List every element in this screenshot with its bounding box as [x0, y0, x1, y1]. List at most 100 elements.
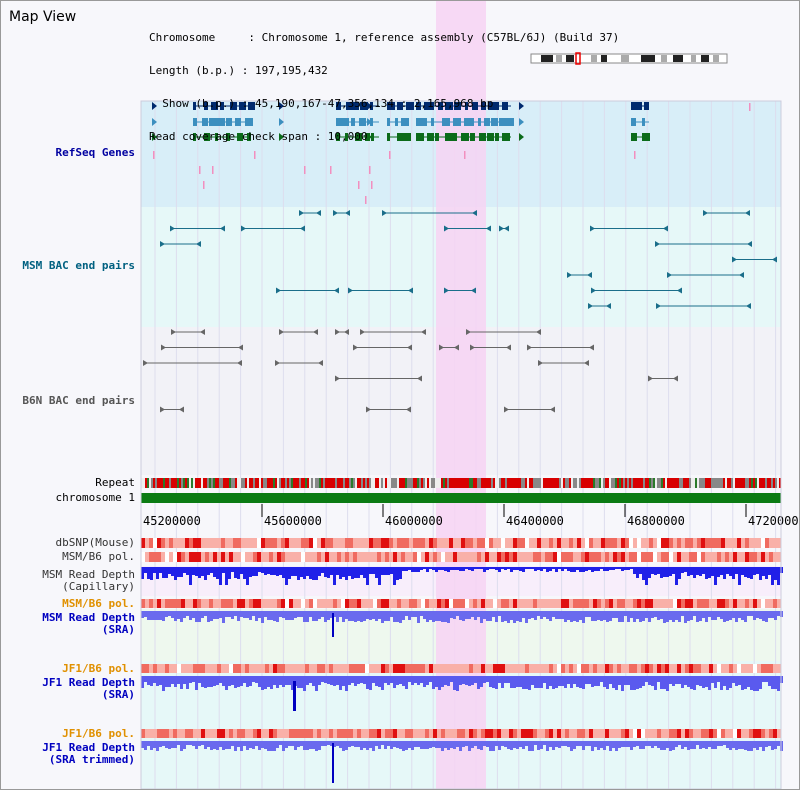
read-depth-bin — [378, 676, 381, 687]
repeat-segment — [553, 478, 555, 488]
polymorphism-bin — [629, 552, 633, 562]
track-label-b6n-bac[interactable]: B6N BAC end pairs — [22, 394, 135, 407]
repeat-segment — [199, 478, 201, 488]
polymorphism-bin — [737, 599, 741, 608]
repeat-segment — [475, 478, 477, 488]
polymorphism-bin — [777, 664, 781, 673]
polymorphism-bin — [193, 552, 197, 562]
polymorphism-bin — [633, 538, 637, 548]
repeat-segment — [221, 478, 223, 488]
repeat-segment — [449, 478, 451, 488]
repeat-segment — [407, 478, 409, 488]
msm-bac-pair-end — [588, 303, 593, 309]
read-depth-bin — [219, 567, 222, 585]
polymorphism-bin — [361, 729, 365, 738]
track-label-jf1-depth-trimmed[interactable]: JF1 Read Depth (SRA trimmed) — [42, 741, 135, 766]
repeat-segment — [345, 478, 347, 488]
read-depth-bin — [711, 567, 714, 576]
track-label-msm-pol[interactable]: MSM/B6 pol. — [62, 550, 135, 563]
polymorphism-bin — [257, 552, 261, 562]
track-label-repeat[interactable]: Repeat — [95, 476, 135, 489]
read-depth-bin — [447, 611, 450, 623]
polymorphism-bin — [317, 538, 321, 548]
polymorphism-bin — [157, 599, 161, 608]
read-depth-bin — [708, 611, 711, 617]
read-depth-bin — [330, 567, 333, 575]
read-depth-bin — [675, 741, 678, 747]
polymorphism-bin — [481, 729, 485, 738]
track-label-refseq[interactable]: RefSeq Genes — [55, 146, 135, 159]
polymorphism-bin — [589, 729, 593, 738]
polymorphism-bin — [369, 599, 373, 608]
repeat-segment — [359, 478, 361, 488]
polymorphism-bin — [201, 729, 205, 738]
repeat-segment — [709, 478, 711, 488]
track-label-jf1-pol-trimmed[interactable]: JF1/B6 pol. — [62, 727, 135, 740]
read-depth-bin — [726, 611, 729, 621]
polymorphism-bin — [261, 538, 265, 548]
polymorphism-bin — [241, 599, 245, 608]
polymorphism-bin — [409, 538, 413, 548]
read-depth-bin — [744, 676, 747, 689]
read-depth-bin — [351, 741, 354, 746]
polymorphism-bin — [765, 729, 769, 738]
polymorphism-bin — [613, 729, 617, 738]
read-depth-bin — [471, 611, 474, 617]
repeat-segment — [181, 478, 183, 488]
repeat-segment — [521, 478, 523, 488]
polymorphism-bin — [401, 599, 405, 608]
read-depth-bin — [177, 611, 180, 619]
read-depth-bin — [735, 741, 738, 750]
track-label-msm-depth-sra[interactable]: MSM Read Depth (SRA) — [42, 611, 135, 636]
read-depth-bin — [633, 676, 636, 690]
track-label-msm-bac[interactable]: MSM BAC end pairs — [22, 259, 135, 272]
repeat-segment — [653, 478, 655, 488]
repeat-segment — [565, 478, 567, 488]
read-depth-bin — [189, 676, 192, 683]
msm-bac-pair-end — [220, 225, 225, 232]
track-label-msm-depth-capillary[interactable]: MSM Read Depth (Capillary) — [42, 568, 135, 593]
polymorphism-bin — [341, 538, 345, 548]
gene-exon — [472, 102, 478, 110]
repeat-segment — [413, 478, 415, 488]
read-depth-bin — [702, 676, 705, 688]
refseq-tick — [369, 166, 371, 174]
read-depth-bin — [441, 611, 444, 622]
read-depth-bin — [768, 741, 771, 746]
read-depth-bin — [600, 676, 603, 682]
read-depth-bin — [750, 676, 753, 690]
read-depth-bin — [714, 567, 717, 585]
ideogram-band — [566, 55, 574, 62]
read-depth-bin — [432, 611, 435, 622]
polymorphism-bin — [565, 552, 569, 562]
polymorphism-bin — [449, 538, 453, 548]
polymorphism-bin — [401, 538, 405, 548]
track-label-jf1-depth[interactable]: JF1 Read Depth (SRA) — [42, 676, 135, 701]
read-depth-bin — [576, 611, 579, 622]
polymorphism-bin — [389, 664, 393, 673]
read-depth-bin — [318, 676, 321, 685]
polymorphism-bin — [277, 538, 281, 548]
polymorphism-bin — [325, 729, 329, 738]
polymorphism-bin — [501, 599, 505, 608]
polymorphism-bin — [405, 538, 409, 548]
msm-bac-pair-end — [382, 210, 387, 216]
repeat-segment — [401, 478, 403, 488]
track-label-jf1-pol[interactable]: JF1/B6 pol. — [62, 662, 135, 675]
info-show-range: Show (b.p.) : 45,190,167-47,356,134 : 2,… — [149, 97, 494, 110]
polymorphism-bin — [185, 599, 189, 608]
repeat-segment — [571, 478, 573, 488]
read-depth-bin — [642, 567, 645, 580]
read-depth-bin — [474, 676, 477, 683]
b6n-bac-pair-end — [318, 360, 323, 366]
b6n-bac-pair-end — [648, 375, 653, 382]
read-depth-bin — [231, 611, 234, 619]
track-label-msm-pol-sra[interactable]: MSM/B6 pol. — [62, 597, 135, 610]
page-title: Map View — [9, 9, 77, 25]
polymorphism-bin — [461, 552, 465, 562]
read-depth-bin — [642, 676, 645, 686]
polymorphism-bin — [549, 664, 553, 673]
polymorphism-bin — [329, 552, 333, 562]
track-label-dbsnp[interactable]: dbSNP(Mouse) — [55, 536, 135, 549]
